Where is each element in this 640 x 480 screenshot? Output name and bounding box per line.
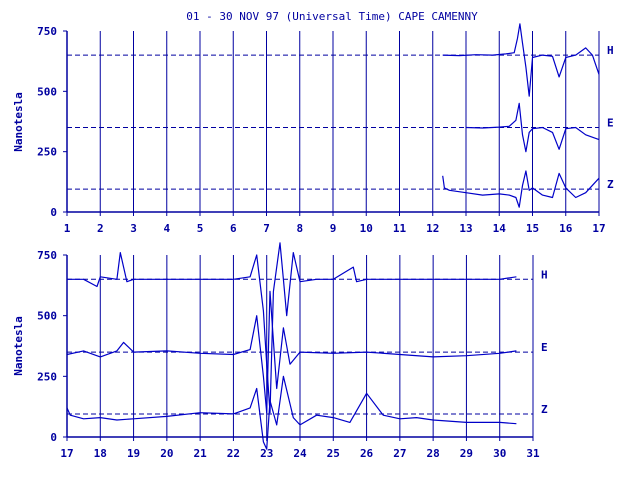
top-x-tick-label: 7 bbox=[263, 222, 270, 235]
bottom-x-tick-label: 21 bbox=[194, 447, 208, 460]
bottom-panel: 0 250 500 750 17 18 19 20 21 22 23 24 25 26 27 28 29 30 31… bbox=[37, 242, 548, 460]
top-series-e bbox=[465, 102, 600, 153]
top-x-tick-label: 17 bbox=[592, 222, 605, 235]
bottom-x-tick-label: 30 bbox=[493, 447, 506, 460]
top-x-tick-label: 4 bbox=[163, 222, 170, 235]
bottom-x-tick-label: 25 bbox=[327, 447, 340, 460]
top-x-tick-label: 5 bbox=[197, 222, 204, 235]
top-y-axis-label: Nanotesla bbox=[12, 92, 25, 152]
top-y-tick-label: 500 bbox=[37, 85, 57, 98]
bottom-series-e bbox=[66, 290, 517, 414]
top-x-tick-label: 14 bbox=[493, 222, 507, 235]
top-component-label-e: E bbox=[607, 117, 614, 130]
bottom-x-tick-label: 24 bbox=[293, 447, 307, 460]
bottom-component-label-e: E bbox=[541, 341, 548, 354]
bottom-series-z bbox=[66, 375, 517, 450]
bottom-x-tick-label: 29 bbox=[460, 447, 473, 460]
bottom-x-tick-label: 23 bbox=[260, 447, 273, 460]
top-series-z bbox=[442, 170, 600, 208]
bottom-y-axis-label: Nanotesla bbox=[12, 316, 25, 376]
top-x-tick-label: 9 bbox=[330, 222, 337, 235]
bottom-x-tick-label: 20 bbox=[160, 447, 173, 460]
top-y-tick-label: 0 bbox=[50, 206, 57, 219]
top-x-tick-label: 2 bbox=[97, 222, 104, 235]
top-x-tick-label: 1 bbox=[64, 222, 71, 235]
bottom-x-tick-label: 19 bbox=[127, 447, 140, 460]
top-x-tick-label: 16 bbox=[559, 222, 573, 235]
top-x-tick-label: 10 bbox=[360, 222, 373, 235]
bottom-x-tick-label: 31 bbox=[526, 447, 540, 460]
bottom-component-label-h: H bbox=[541, 268, 548, 281]
bottom-x-tick-label: 22 bbox=[227, 447, 240, 460]
bottom-x-tick-label: 17 bbox=[60, 447, 73, 460]
top-x-tick-label: 12 bbox=[426, 222, 439, 235]
bottom-x-tick-label: 28 bbox=[427, 447, 440, 460]
bottom-y-tick-label: 750 bbox=[37, 249, 57, 262]
top-component-label-h: H bbox=[607, 44, 614, 57]
top-x-tick-label: 8 bbox=[296, 222, 303, 235]
bottom-x-tick-label: 26 bbox=[360, 447, 374, 460]
top-y-tick-label: 250 bbox=[37, 146, 57, 159]
bottom-y-tick-label: 500 bbox=[37, 310, 57, 323]
bottom-x-tick-label: 18 bbox=[94, 447, 107, 460]
top-x-tick-label: 15 bbox=[526, 222, 539, 235]
top-x-tick-label: 3 bbox=[130, 222, 137, 235]
top-series-h bbox=[442, 23, 600, 97]
bottom-component-label-z: Z bbox=[541, 403, 548, 416]
top-x-tick-label: 13 bbox=[459, 222, 472, 235]
bottom-series-h bbox=[67, 242, 517, 414]
top-x-tick-label: 6 bbox=[230, 222, 237, 235]
chart-title: 01 - 30 NOV 97 (Universal Time) CAPE CAM… bbox=[186, 10, 478, 23]
top-x-tick-label: 11 bbox=[393, 222, 407, 235]
top-component-label-z: Z bbox=[607, 178, 614, 191]
top-y-tick-label: 750 bbox=[37, 25, 57, 38]
bottom-y-tick-label: 250 bbox=[37, 370, 57, 383]
bottom-x-tick-label: 27 bbox=[393, 447, 406, 460]
bottom-y-tick-label: 0 bbox=[50, 431, 57, 444]
